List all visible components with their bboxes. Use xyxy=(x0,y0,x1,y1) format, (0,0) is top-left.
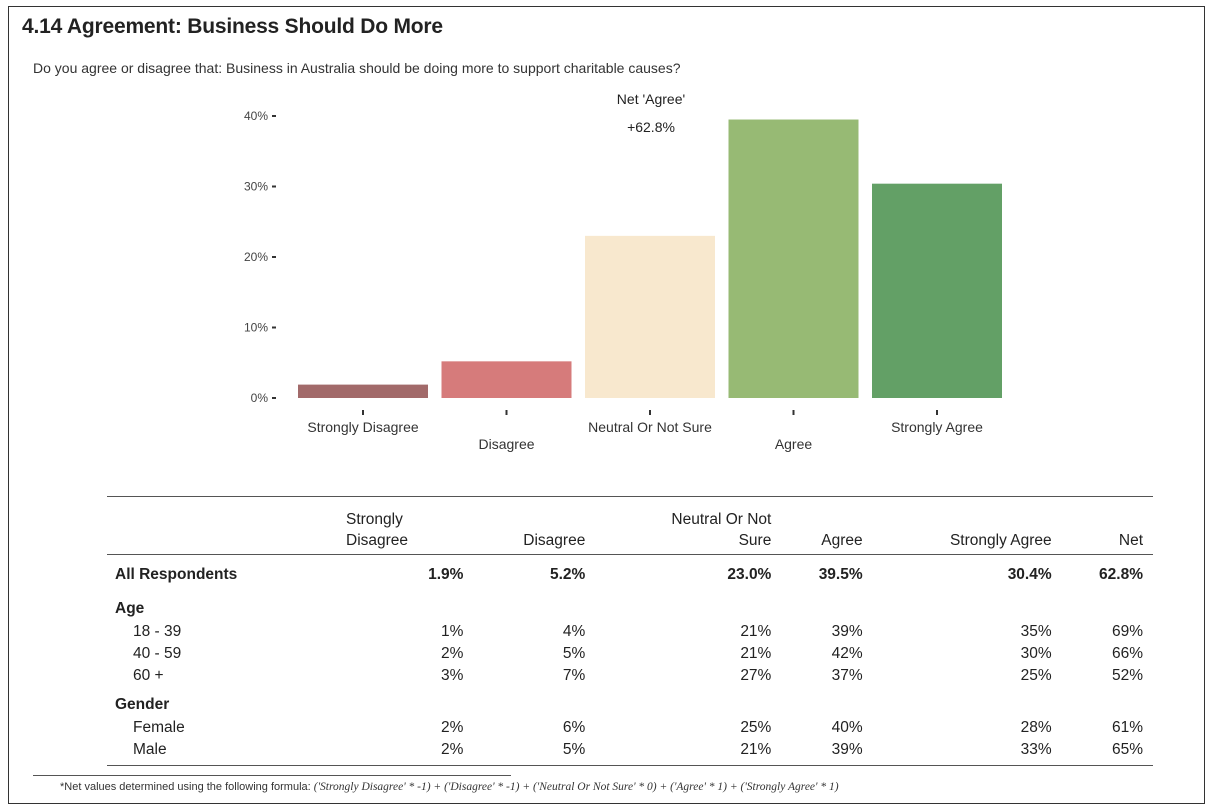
y-tick-label: 20% xyxy=(244,250,268,264)
group-label: Gender xyxy=(115,696,170,713)
cell-strongly-disagree: 1.9% xyxy=(428,566,464,583)
cell-disagree: 4% xyxy=(562,623,586,640)
x-tick-label: Strongly Agree xyxy=(891,419,983,435)
bar-chart: 0% 10% 20% 30% 40% Strongly Disagree Disagree… xyxy=(244,91,1002,452)
cell-strongly-agree: 30% xyxy=(1020,645,1052,662)
row-label: 40 - 59 xyxy=(133,645,182,662)
row-label: Female xyxy=(133,719,185,736)
cell-neutral: 21% xyxy=(740,623,772,640)
row-label: 60 + xyxy=(133,667,164,684)
cell-strongly-disagree: 2% xyxy=(338,739,474,766)
y-tick-label: 40% xyxy=(244,109,268,123)
cell-net: 52% xyxy=(1111,667,1143,684)
cell-neutral: 21% xyxy=(595,739,782,766)
table-row: Female 2% 6% 25% 40% 28% 61% xyxy=(107,717,1153,739)
table-row-all-respondents: All Respondents 1.9% 5.2% 23.0% 39.5% 30… xyxy=(107,555,1153,592)
cell-net: 61% xyxy=(1111,719,1143,736)
cell-agree: 39.5% xyxy=(818,566,863,583)
footnote-prefix: *Net values determined using the followi… xyxy=(60,781,314,793)
header-strongly-disagree: Strongly Disagree xyxy=(338,496,474,555)
header-net: Net xyxy=(1061,496,1153,555)
table-row: 40 - 59 2% 5% 21% 42% 30% 66% xyxy=(107,643,1153,665)
y-tick-label: 0% xyxy=(251,391,269,405)
cell-disagree: 5% xyxy=(473,739,596,766)
report-frame xyxy=(8,6,1205,804)
cell-strongly-agree: 30.4% xyxy=(1007,566,1052,583)
cell-disagree: 5.2% xyxy=(549,566,586,583)
y-axis: 0% 10% 20% 30% 40% xyxy=(244,109,276,405)
cell-net: 62.8% xyxy=(1099,566,1143,583)
bars xyxy=(298,119,1002,399)
footnote-divider xyxy=(33,775,511,776)
bar xyxy=(872,183,1002,398)
x-tick-label: Neutral Or Not Sure xyxy=(588,419,712,435)
cell-neutral: 25% xyxy=(740,719,772,736)
row-label: Male xyxy=(107,739,338,766)
bar xyxy=(441,361,572,398)
cell-agree: 37% xyxy=(831,667,863,684)
cell-strongly-disagree: 2% xyxy=(441,719,464,736)
cell-strongly-agree: 25% xyxy=(1020,667,1052,684)
footnote: *Net values determined using the followi… xyxy=(60,781,839,793)
cell-strongly-agree: 35% xyxy=(1020,623,1052,640)
y-tick-label: 30% xyxy=(244,180,268,194)
table-row: Male 2% 5% 21% 39% 33% 65% xyxy=(107,739,1153,766)
row-label: 18 - 39 xyxy=(133,623,182,640)
cell-agree: 40% xyxy=(831,719,863,736)
question-text: Do you agree or disagree that: Business … xyxy=(33,60,681,76)
bar xyxy=(585,235,715,398)
table-row: 60 + 3% 7% 27% 37% 25% 52% xyxy=(107,665,1153,687)
table-group-gender: Gender xyxy=(107,687,1153,717)
net-annotation-label: Net 'Agree' xyxy=(617,91,685,107)
table-row: 18 - 39 1% 4% 21% 39% 35% 69% xyxy=(107,621,1153,643)
cell-strongly-agree: 28% xyxy=(1020,719,1052,736)
cell-agree: 42% xyxy=(831,645,863,662)
summary-table: Strongly Disagree Disagree Neutral Or No… xyxy=(107,496,1153,766)
x-tick-label: Disagree xyxy=(478,436,534,452)
bar xyxy=(298,384,428,398)
bar xyxy=(728,119,859,399)
cell-neutral: 23.0% xyxy=(727,566,772,583)
x-tick-label: Agree xyxy=(775,436,813,452)
cell-net: 66% xyxy=(1111,645,1143,662)
y-tick-label: 10% xyxy=(244,321,268,335)
cell-net: 69% xyxy=(1111,623,1143,640)
cell-neutral: 27% xyxy=(740,667,772,684)
cell-strongly-disagree: 3% xyxy=(441,667,464,684)
cell-neutral: 21% xyxy=(740,645,772,662)
header-agree: Agree xyxy=(781,496,873,555)
cell-strongly-disagree: 2% xyxy=(441,645,464,662)
footnote-formula: ('Strongly Disagree' * -1) + ('Disagree'… xyxy=(313,781,839,793)
cell-strongly-disagree: 1% xyxy=(441,623,464,640)
cell-agree: 39% xyxy=(781,739,873,766)
group-label: Age xyxy=(115,600,145,617)
header-disagree: Disagree xyxy=(473,496,596,555)
table-group-age: Age xyxy=(107,591,1153,621)
header-neutral: Neutral Or Not Sure xyxy=(595,496,782,555)
x-axis: Strongly Disagree Disagree Neutral Or Not … xyxy=(307,410,983,452)
table-header-row: Strongly Disagree Disagree Neutral Or No… xyxy=(107,496,1153,555)
header-empty xyxy=(107,496,338,555)
header-strongly-agree: Strongly Agree xyxy=(872,496,1062,555)
cell-agree: 39% xyxy=(831,623,863,640)
cell-disagree: 7% xyxy=(562,667,586,684)
cell-disagree: 5% xyxy=(562,645,586,662)
page-title: 4.14 Agreement: Business Should Do More xyxy=(22,15,443,38)
x-tick-label: Strongly Disagree xyxy=(307,419,418,435)
row-label: All Respondents xyxy=(115,566,238,583)
cell-net: 65% xyxy=(1061,739,1153,766)
cell-strongly-agree: 33% xyxy=(872,739,1062,766)
net-annotation-value: +62.8% xyxy=(627,119,675,135)
cell-disagree: 6% xyxy=(562,719,586,736)
